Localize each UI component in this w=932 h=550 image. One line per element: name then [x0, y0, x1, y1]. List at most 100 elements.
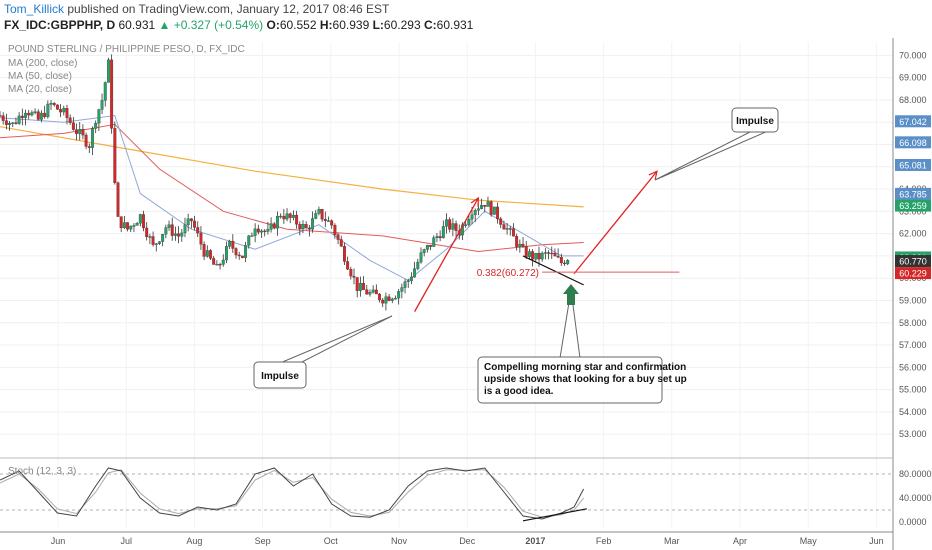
candle-body [489, 201, 493, 215]
candle-body [138, 214, 142, 224]
candle-body [454, 223, 458, 231]
price-tick-label: 59.000 [899, 295, 927, 305]
candle-body [234, 248, 238, 256]
candle-body [17, 115, 21, 124]
stoch-tick-label: 40.0000 [899, 493, 932, 503]
candle-body [97, 109, 101, 124]
candle-body [339, 239, 343, 247]
price-tick-label: 56.000 [899, 362, 927, 372]
price-tick-label: 62.000 [899, 229, 927, 239]
candle-body [432, 237, 436, 247]
candle-body [177, 233, 181, 237]
candle-body [212, 258, 216, 265]
legend-ma50: MA (50, close) [8, 71, 72, 82]
legend-ma200: MA (200, close) [8, 58, 77, 69]
stoch-k-line [0, 467, 585, 520]
candle-body [269, 223, 273, 230]
candle-body [135, 223, 139, 226]
price-badges: 66.09867.04263.78565.08163.25960.93160.7… [895, 115, 931, 280]
drawings: 0.382(60.272) [414, 171, 680, 312]
candle-body [540, 252, 544, 260]
candle-body [87, 146, 91, 148]
candle-body [336, 234, 340, 240]
high-value: 60.939 [332, 18, 370, 32]
candle-body [231, 240, 235, 249]
candle-body [416, 261, 420, 269]
candle-body [173, 233, 177, 236]
price-badge [895, 199, 931, 212]
legend-ma20: MA (20, close) [8, 84, 72, 95]
candle-body [492, 206, 496, 215]
time-tick-label: May [800, 536, 818, 546]
candle-body [65, 108, 69, 118]
candle-body [483, 205, 487, 207]
high-label: H: [319, 18, 333, 32]
candle-body [1, 115, 5, 121]
candle-body [537, 252, 541, 260]
ma50-line [0, 123, 584, 253]
candle-body [355, 277, 359, 291]
price-badge-label: 66.098 [899, 138, 927, 148]
candle-body [81, 129, 85, 136]
candle-body [46, 103, 50, 118]
candle-body [161, 233, 165, 242]
candle-body [142, 214, 145, 229]
impulse-arrow-up [414, 198, 479, 312]
candle-body [368, 292, 372, 295]
candle-body [333, 224, 337, 235]
price-badge-label: 60.770 [899, 257, 927, 267]
candle-body [279, 215, 283, 218]
candle-body [205, 250, 209, 257]
candle-body [20, 115, 24, 118]
candle-body [320, 209, 324, 220]
impulse-upper-label: Impulse [736, 116, 774, 127]
candle-body [531, 251, 535, 260]
morning-star-marker [563, 284, 579, 305]
projected-arrow [573, 171, 657, 275]
price-badge-label: 65.081 [899, 160, 927, 170]
candle-body [14, 122, 18, 124]
candle-body [559, 257, 563, 264]
candle-body [186, 218, 190, 226]
candle-body [445, 219, 448, 227]
candle-body [496, 206, 499, 219]
candle-body [158, 241, 161, 244]
candle-body [62, 108, 66, 113]
price-badge [895, 187, 931, 200]
candle-body [476, 208, 480, 211]
symbol-label: FX_IDC:GBPPHP, D [4, 18, 116, 32]
time-tick-label: Aug [186, 536, 202, 546]
candle-body [409, 276, 413, 281]
candle-body [215, 264, 219, 266]
time-tick-label: Dec [459, 536, 476, 546]
published-text: published on TradingView.com, January 12… [67, 2, 390, 16]
close-value: 60.931 [436, 18, 474, 32]
candle-body [110, 59, 114, 129]
chart-background [0, 38, 932, 550]
candle-body [43, 112, 47, 118]
candle-body [84, 134, 88, 147]
candle-body [352, 275, 356, 278]
candle-body [113, 128, 117, 183]
price-tick-label: 55.000 [899, 385, 927, 395]
price-badge [895, 115, 931, 128]
price-tick-label: 58.000 [899, 318, 927, 328]
candle-body [365, 289, 369, 295]
candle-body [240, 255, 244, 258]
stoch-trend-line [522, 508, 587, 522]
candle-body [260, 230, 263, 233]
candle-body [71, 122, 75, 130]
impulse-callout-upper: Impulse [654, 107, 779, 181]
candle-body [563, 262, 566, 265]
stoch-lines [0, 467, 587, 522]
author-link[interactable]: Tom_Killick [4, 2, 65, 16]
candle-body [170, 224, 174, 236]
candle-body [75, 129, 78, 134]
candle-body [253, 228, 257, 236]
candle-body [145, 227, 149, 238]
open-label: O: [266, 18, 280, 32]
candle-body [566, 260, 570, 265]
price-tick-label: 68.000 [899, 95, 927, 105]
candle-body [106, 59, 110, 83]
